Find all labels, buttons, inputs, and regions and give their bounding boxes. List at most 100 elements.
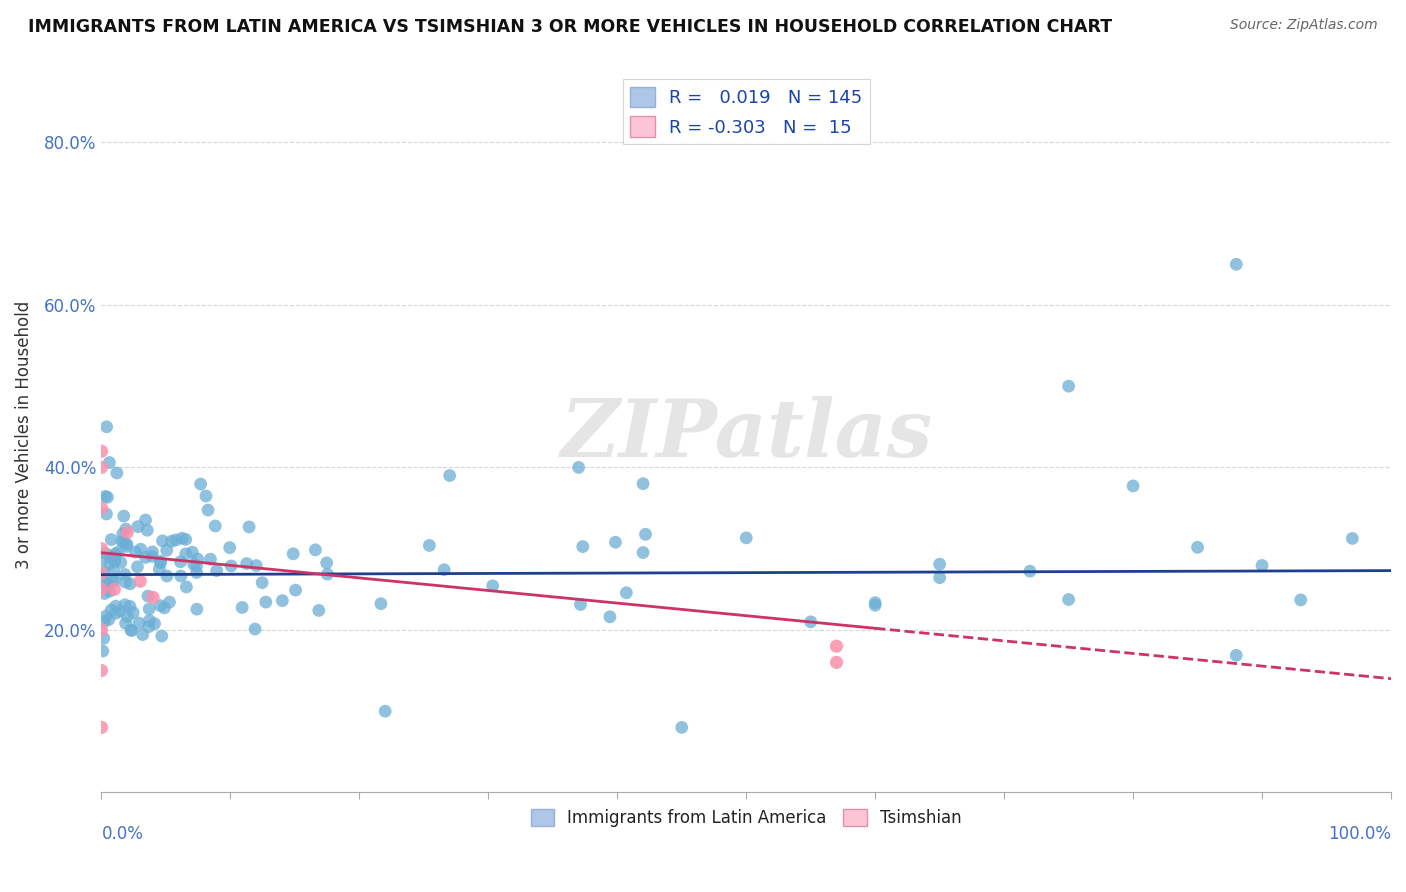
Point [115, 537, 138, 551]
Point [571, 540, 593, 554]
Point [103, 554, 125, 568]
Point [142, 591, 165, 605]
Point [631, 545, 654, 559]
Point [117, 609, 139, 624]
Point [1341, 532, 1364, 546]
Point [97, 612, 120, 626]
Point [94, 490, 117, 504]
Point [90, 569, 112, 583]
Point [98, 584, 121, 599]
Point [631, 476, 654, 491]
Point [231, 600, 253, 615]
Point [150, 629, 173, 643]
Text: Source: ZipAtlas.com: Source: ZipAtlas.com [1230, 18, 1378, 32]
Point [114, 567, 136, 582]
Point [141, 545, 163, 559]
Point [315, 556, 337, 570]
Point [176, 580, 198, 594]
Point [283, 547, 305, 561]
Point [284, 583, 307, 598]
Point [183, 558, 205, 572]
Point [97, 579, 120, 593]
Point [205, 564, 228, 578]
Point [149, 599, 172, 613]
Point [98, 456, 121, 470]
Point [165, 533, 187, 547]
Point [124, 545, 146, 559]
Point [187, 552, 209, 566]
Point [135, 513, 157, 527]
Point [156, 543, 179, 558]
Point [174, 533, 197, 547]
Point [481, 579, 503, 593]
Point [100, 603, 122, 617]
Point [200, 552, 222, 566]
Point [928, 558, 950, 572]
Point [218, 541, 240, 555]
Point [1057, 379, 1080, 393]
Point [115, 540, 138, 554]
Point [94, 609, 117, 624]
Text: 0.0%: 0.0% [101, 824, 143, 843]
Point [91, 644, 114, 658]
Point [90, 566, 112, 580]
Point [219, 558, 242, 573]
Point [141, 549, 163, 564]
Point [1122, 479, 1144, 493]
Point [316, 567, 339, 582]
Point [153, 600, 176, 615]
Point [235, 557, 257, 571]
Point [121, 624, 143, 638]
Point [169, 555, 191, 569]
Point [243, 622, 266, 636]
Point [825, 656, 848, 670]
Point [1019, 564, 1042, 578]
Point [111, 534, 134, 549]
Point [308, 603, 330, 617]
Point [418, 538, 440, 552]
Point [90, 582, 112, 597]
Point [98, 557, 121, 571]
Point [569, 598, 592, 612]
Point [103, 574, 125, 588]
Point [245, 558, 267, 573]
Point [439, 468, 461, 483]
Point [100, 533, 122, 547]
Point [90, 444, 112, 458]
Point [112, 535, 135, 549]
Point [1057, 592, 1080, 607]
Point [1225, 648, 1247, 663]
Point [93, 632, 115, 646]
Point [90, 501, 112, 516]
Point [1251, 558, 1274, 573]
Point [104, 599, 127, 614]
Point [181, 545, 204, 559]
Point [238, 520, 260, 534]
Point [614, 586, 637, 600]
Point [96, 490, 118, 504]
Point [94, 546, 117, 560]
Point [194, 489, 217, 503]
Point [134, 550, 156, 565]
Point [112, 509, 135, 524]
Point [127, 519, 149, 533]
Point [735, 531, 758, 545]
Point [101, 573, 124, 587]
Point [129, 574, 152, 589]
Point [128, 615, 150, 630]
Point [186, 602, 208, 616]
Text: 100.0%: 100.0% [1329, 824, 1391, 843]
Point [93, 615, 115, 629]
Point [118, 599, 141, 614]
Point [671, 720, 693, 734]
Point [107, 545, 129, 559]
Point [634, 527, 657, 541]
Point [101, 549, 124, 564]
Point [148, 562, 170, 576]
Point [174, 547, 197, 561]
Point [160, 534, 183, 549]
Point [825, 639, 848, 653]
Point [108, 604, 131, 618]
Point [863, 599, 886, 613]
Point [204, 519, 226, 533]
